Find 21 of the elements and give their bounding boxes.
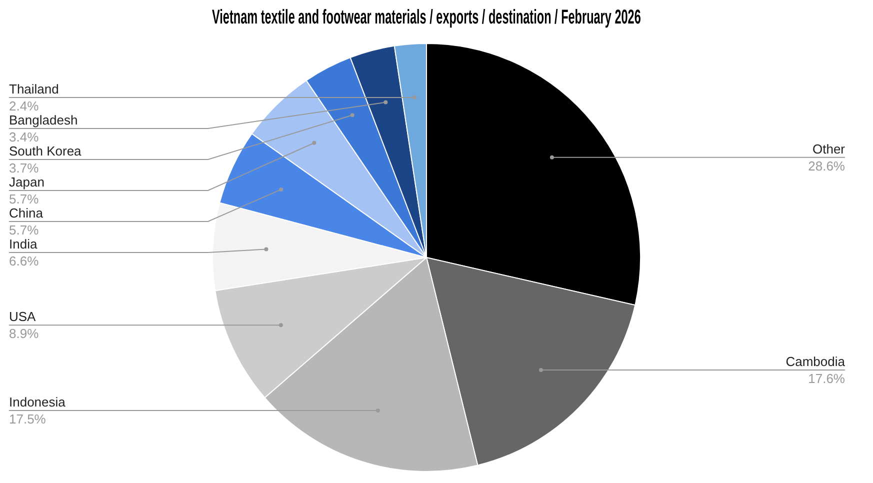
chart-title: Vietnam textile and footwear materials / exports / destination / February 2026 bbox=[212, 6, 641, 28]
data-label: 17.6% bbox=[808, 371, 846, 386]
slice-label: China bbox=[9, 205, 44, 220]
slice-label: Bangladesh bbox=[9, 112, 78, 128]
data-label: 3.7% bbox=[9, 160, 40, 176]
data-label: 17.5% bbox=[9, 412, 46, 427]
slice-label: Indonesia bbox=[9, 394, 66, 410]
slice-label: Thailand bbox=[9, 81, 59, 96]
slice-label: Cambodia bbox=[786, 354, 846, 370]
data-label: 28.6% bbox=[808, 158, 846, 174]
slice-label: South Korea bbox=[9, 143, 82, 158]
slice-label: India bbox=[9, 236, 38, 252]
data-label: 2.4% bbox=[9, 98, 40, 114]
data-label: 8.9% bbox=[9, 326, 40, 342]
slice-label: Other bbox=[812, 141, 846, 156]
slice-label: USA bbox=[9, 309, 36, 324]
data-label: 5.7% bbox=[9, 222, 40, 238]
data-label: 6.6% bbox=[9, 254, 40, 269]
slice-label: Japan bbox=[9, 174, 44, 190]
data-label: 5.7% bbox=[9, 192, 40, 207]
data-label: 3.4% bbox=[9, 130, 40, 145]
